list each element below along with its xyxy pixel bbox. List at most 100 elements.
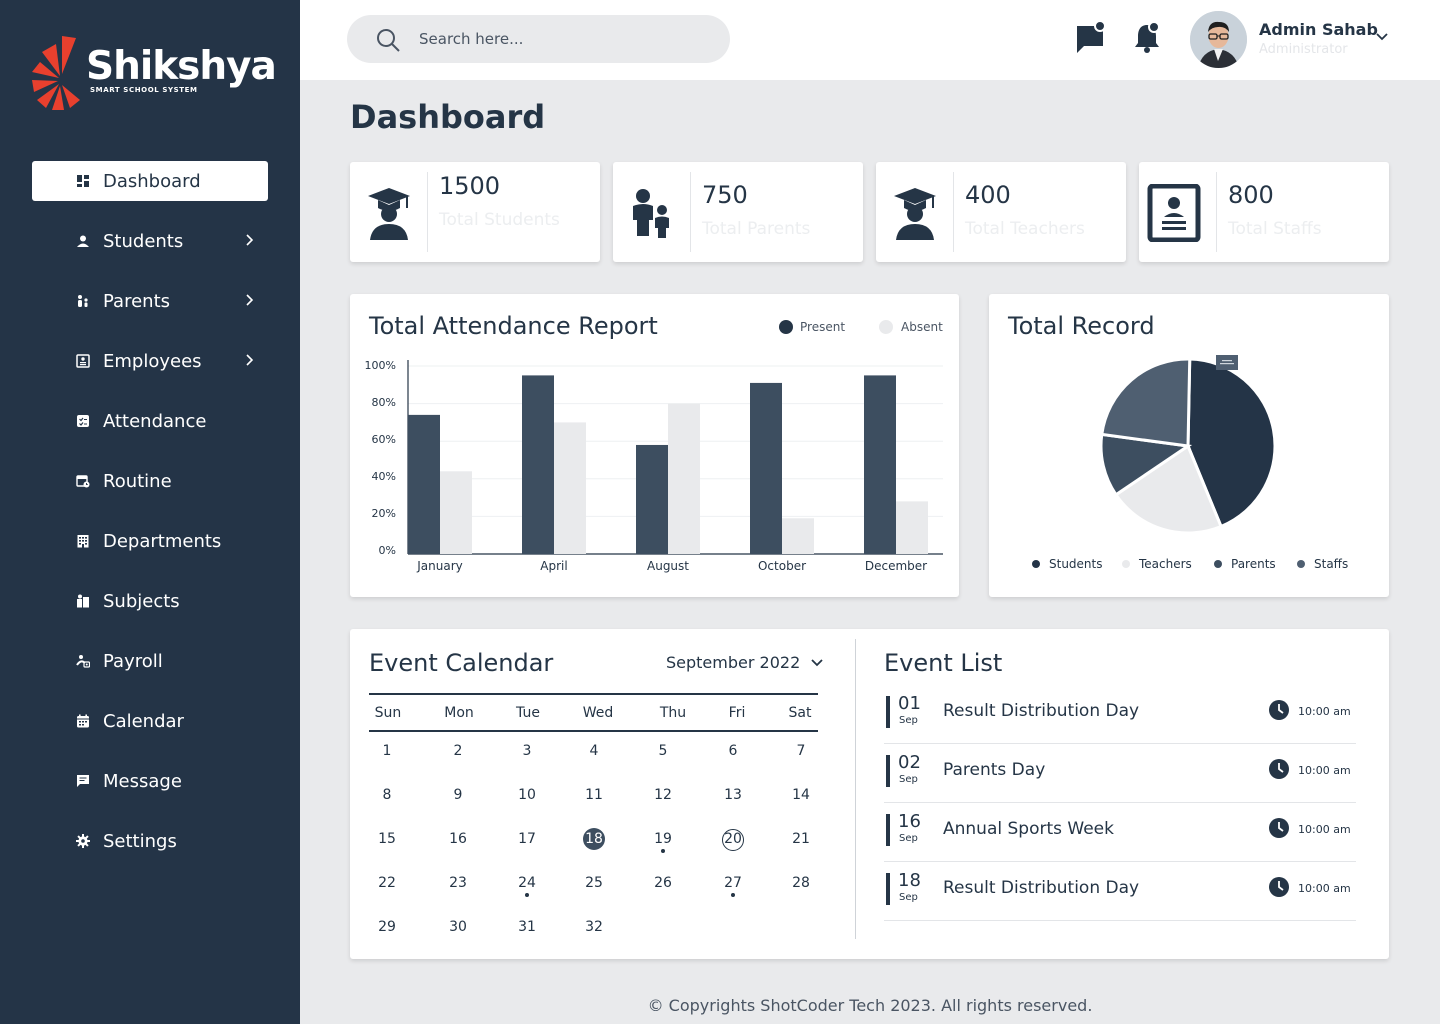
event-item[interactable]: 02 Sep Parents Day 10:00 am xyxy=(884,744,1356,803)
calendar-day-cell[interactable]: 23 xyxy=(443,868,473,898)
calendar-day-cell[interactable]: 30 xyxy=(443,912,473,942)
y-tick-label: 40% xyxy=(371,470,396,483)
calendar-day-cell[interactable]: 24 xyxy=(512,868,542,898)
attendance-bar-chart xyxy=(407,360,943,555)
sidebar-item-payroll[interactable]: Payroll xyxy=(32,641,268,681)
stat-card-teachers: 400 Total Teachers xyxy=(876,162,1126,262)
bar-present-october[interactable] xyxy=(750,382,782,554)
calendar-day-cell[interactable]: 26 xyxy=(648,868,678,898)
sidebar-item-attendance[interactable]: Attendance xyxy=(32,401,268,441)
stat-label: Total Parents xyxy=(702,219,811,239)
pie-slice-teachers[interactable] xyxy=(1113,443,1224,535)
calendar-day-cell[interactable]: 29 xyxy=(372,912,402,942)
calendar-day-cell[interactable]: 18 xyxy=(579,824,609,854)
bar-present-december[interactable] xyxy=(864,375,896,554)
calendar-day-cell[interactable]: 19 xyxy=(648,824,678,854)
calendar-day-cell[interactable]: 28 xyxy=(786,868,816,898)
calendar-day-number: 32 xyxy=(585,919,603,935)
calendar-day-cell[interactable]: 11 xyxy=(579,780,609,810)
calendar-day-cell[interactable]: 31 xyxy=(512,912,542,942)
month-selector[interactable]: September 2022 xyxy=(666,653,823,672)
calendar-day-cell[interactable]: 13 xyxy=(718,780,748,810)
calendar-day-cell[interactable]: 1 xyxy=(372,736,402,766)
calendar-day-cell[interactable]: 27 xyxy=(718,868,748,898)
calendar-day-number: 15 xyxy=(378,831,396,847)
top-header: Admin Sahab Administrator xyxy=(300,0,1440,80)
calendar-day-cell[interactable]: 7 xyxy=(786,736,816,766)
chevron-down-icon[interactable] xyxy=(1375,30,1389,44)
calendar-day-cell[interactable]: 10 xyxy=(512,780,542,810)
calendar-day-cell[interactable]: 2 xyxy=(443,736,473,766)
sidebar-item-calendar[interactable]: Calendar xyxy=(32,701,268,741)
bar-absent-october[interactable] xyxy=(782,518,814,554)
sidebar-item-employees[interactable]: Employees xyxy=(32,341,268,381)
brand-name: Shikshya xyxy=(86,44,277,89)
bar-absent-august[interactable] xyxy=(668,403,700,554)
calendar-day-cell[interactable]: 15 xyxy=(372,824,402,854)
calendar-day-cell[interactable]: 14 xyxy=(786,780,816,810)
search-input[interactable] xyxy=(419,27,709,51)
brand-logo[interactable]: Shikshya SMART SCHOOL SYSTEM xyxy=(32,34,277,112)
calendar-day-cell[interactable]: 5 xyxy=(648,736,678,766)
calendar-day-cell[interactable]: 32 xyxy=(579,912,609,942)
message-notification-icon[interactable] xyxy=(1076,22,1106,54)
event-time: 10:00 am xyxy=(1298,764,1351,777)
bell-notification-icon[interactable] xyxy=(1133,22,1161,54)
calendar-header-rule xyxy=(369,730,818,732)
calendar-day-cell[interactable]: 20 xyxy=(718,824,748,854)
building-icon xyxy=(77,535,89,548)
bar-present-april[interactable] xyxy=(522,375,554,554)
calendar-day-number: 20 xyxy=(722,829,744,851)
bar-absent-april[interactable] xyxy=(554,422,586,554)
calendar-day-cell[interactable]: 17 xyxy=(512,824,542,854)
event-item[interactable]: 01 Sep Result Distribution Day 10:00 am xyxy=(884,685,1356,744)
calendar-day-cell[interactable]: 22 xyxy=(372,868,402,898)
bar-absent-december[interactable] xyxy=(896,501,928,554)
total-record-pie-chart xyxy=(1099,357,1277,535)
month-label: September 2022 xyxy=(666,653,801,672)
bar-absent-january[interactable] xyxy=(440,471,472,554)
avatar[interactable] xyxy=(1190,11,1247,68)
calendar-day-number: 25 xyxy=(585,875,603,891)
legend-teachers-label: Teachers xyxy=(1139,557,1192,571)
event-name: Annual Sports Week xyxy=(943,819,1114,839)
sidebar-item-subjects[interactable]: Subjects xyxy=(32,581,268,621)
sidebar-item-settings[interactable]: Settings xyxy=(32,821,268,861)
event-item[interactable]: 16 Sep Annual Sports Week 10:00 am xyxy=(884,803,1356,862)
search-bar[interactable] xyxy=(347,15,730,63)
calendar-day-cell[interactable]: 8 xyxy=(372,780,402,810)
legend-teachers-swatch xyxy=(1122,560,1130,568)
sidebar-item-dashboard[interactable]: Dashboard xyxy=(32,161,268,201)
calendar-day-number: 2 xyxy=(453,743,463,759)
sidebar-item-label: Dashboard xyxy=(103,170,201,192)
legend-present-swatch xyxy=(779,320,793,334)
calendar-day-number: 6 xyxy=(728,743,738,759)
pie-slice-staffs[interactable] xyxy=(1100,357,1192,448)
calendar-day-number: 13 xyxy=(724,787,742,803)
calendar-day-cell[interactable]: 21 xyxy=(786,824,816,854)
calendar-day-cell[interactable]: 9 xyxy=(443,780,473,810)
calendar-day-cell[interactable]: 3 xyxy=(512,736,542,766)
calendar-day-number: 3 xyxy=(522,743,532,759)
calendar-day-cell[interactable]: 25 xyxy=(579,868,609,898)
sidebar-item-routine[interactable]: Routine xyxy=(32,461,268,501)
id-card-icon xyxy=(1147,184,1201,242)
legend-staffs-label: Staffs xyxy=(1314,557,1349,571)
bar-present-august[interactable] xyxy=(636,444,668,554)
bar-present-january[interactable] xyxy=(408,414,440,554)
calendar-day-cell[interactable]: 4 xyxy=(579,736,609,766)
sidebar-item-departments[interactable]: Departments xyxy=(32,521,268,561)
logo-burst-icon xyxy=(32,36,80,110)
stat-card-students: 1500 Total Students xyxy=(350,162,600,262)
calendar-day-cell[interactable]: 16 xyxy=(443,824,473,854)
calendar-day-cell[interactable]: 6 xyxy=(718,736,748,766)
clock-icon xyxy=(1269,700,1289,720)
calendar-day-cell[interactable]: 12 xyxy=(648,780,678,810)
event-item[interactable]: 18 Sep Result Distribution Day 10:00 am xyxy=(884,862,1356,921)
calendar-day-number: 27 xyxy=(724,875,742,891)
sidebar-item-message[interactable]: Message xyxy=(32,761,268,801)
sidebar-item-students[interactable]: Students xyxy=(32,221,268,261)
chevron-right-icon xyxy=(246,354,254,366)
sidebar-item-parents[interactable]: Parents xyxy=(32,281,268,321)
calendar-day-number: 18 xyxy=(583,828,605,850)
